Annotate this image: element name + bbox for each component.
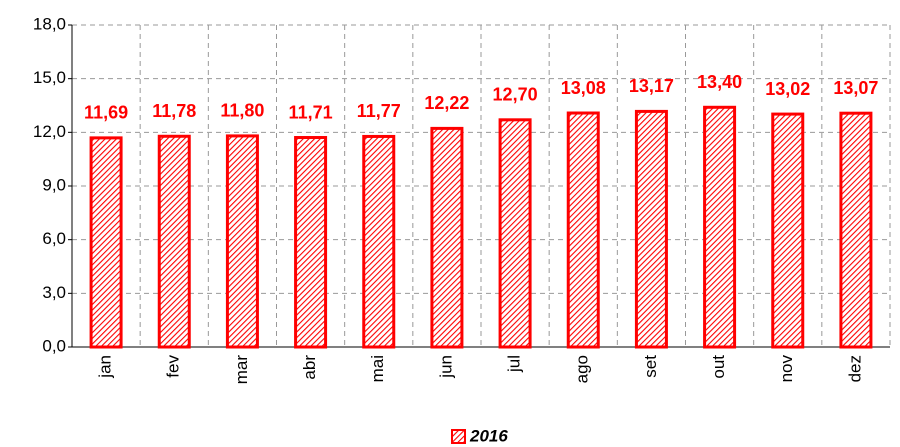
legend-swatch	[451, 429, 466, 444]
x-tick-label: abr	[300, 355, 319, 380]
bar	[839, 111, 873, 349]
y-tick-label: 9,0	[42, 175, 66, 194]
bar	[157, 134, 191, 349]
x-tick-label: set	[641, 355, 660, 378]
bar	[566, 111, 600, 349]
y-tick-label: 0,0	[42, 336, 66, 355]
x-tick-label: mai	[368, 355, 387, 382]
legend-label: 2016	[469, 426, 508, 445]
x-tick-label: jan	[96, 355, 115, 379]
data-label: 11,78	[152, 101, 196, 121]
bar	[362, 134, 396, 349]
bar	[703, 105, 737, 349]
data-label: 13,07	[833, 78, 878, 98]
bar	[89, 136, 123, 349]
x-tick-label: dez	[845, 355, 864, 382]
bar	[771, 112, 805, 349]
data-label: 11,69	[84, 103, 128, 123]
data-label: 13,17	[629, 76, 674, 96]
bar	[430, 126, 464, 349]
data-label: 11,71	[289, 102, 333, 122]
bar	[634, 109, 668, 349]
x-tick-label: ago	[573, 355, 592, 383]
x-tick-label: out	[709, 355, 728, 379]
x-tick-label: fev	[164, 355, 183, 378]
data-label: 13,40	[697, 72, 742, 92]
y-tick-label: 15,0	[33, 68, 66, 87]
data-label: 11,80	[220, 101, 264, 121]
data-label: 12,22	[424, 93, 469, 113]
data-label: 13,08	[561, 78, 606, 98]
y-tick-label: 6,0	[42, 229, 66, 248]
data-label: 13,02	[765, 79, 810, 99]
x-tick-label: mar	[232, 355, 251, 385]
bar	[225, 134, 259, 349]
x-tick-label: nov	[777, 355, 796, 383]
y-tick-label: 18,0	[33, 14, 66, 33]
y-tick-label: 3,0	[42, 283, 66, 302]
x-tick-label: jun	[436, 355, 455, 379]
x-tick-label: jul	[505, 355, 524, 373]
data-label: 11,77	[357, 101, 401, 121]
bar	[294, 136, 328, 349]
data-label: 12,70	[493, 85, 538, 105]
bar	[498, 118, 532, 349]
y-tick-label: 12,0	[33, 122, 66, 141]
